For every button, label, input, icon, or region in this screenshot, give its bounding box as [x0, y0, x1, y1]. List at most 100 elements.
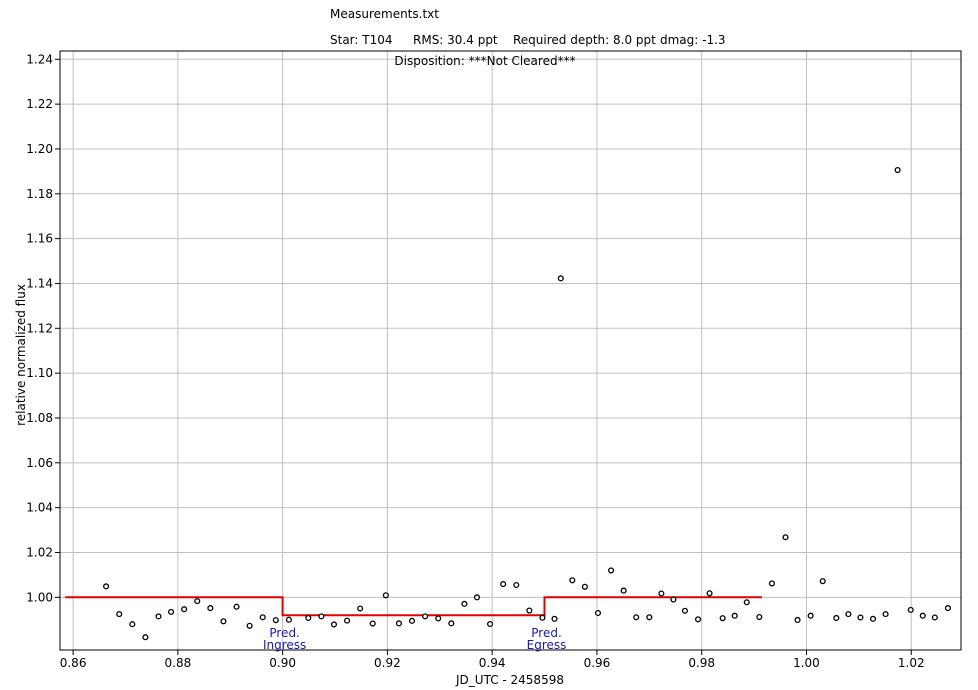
- y-tick-label: 1.22: [26, 97, 53, 111]
- data-point: [318, 613, 325, 620]
- annotation-label: Egress: [527, 638, 567, 652]
- data-point: [305, 614, 312, 621]
- subtitle-star: Star: T104: [330, 33, 393, 47]
- y-tick-label: 1.00: [26, 590, 53, 604]
- data-point: [819, 578, 826, 585]
- y-tick-label: 1.10: [26, 366, 53, 380]
- y-tick-label: 1.08: [26, 411, 53, 425]
- x-tick-label: 1.00: [793, 656, 820, 670]
- data-point: [944, 605, 951, 612]
- data-point: [526, 607, 533, 614]
- data-point: [894, 166, 901, 174]
- y-tick-label: 1.16: [26, 232, 53, 246]
- data-point: [473, 594, 481, 601]
- data-point: [569, 577, 576, 584]
- data-point: [743, 599, 750, 606]
- data-point: [907, 606, 914, 613]
- data-point: [369, 620, 376, 627]
- y-tick-label: 1.06: [26, 456, 53, 470]
- grid: [60, 51, 961, 650]
- x-tick-label: 1.02: [898, 656, 925, 670]
- data-point: [557, 275, 564, 282]
- data-point: [719, 615, 726, 622]
- data-point: [670, 596, 677, 603]
- data-point: [845, 611, 852, 618]
- data-point: [116, 611, 123, 618]
- data-point: [168, 608, 175, 615]
- x-tick-label: 0.96: [584, 656, 611, 670]
- data-point: [594, 609, 602, 617]
- data-point: [422, 613, 429, 620]
- annotation-label: Pred.: [531, 626, 562, 640]
- data-point: [435, 615, 442, 622]
- data-point: [581, 583, 588, 590]
- annotation-label: Pred.: [269, 626, 300, 640]
- data-point: [357, 605, 364, 612]
- data-point: [448, 620, 455, 627]
- data-point: [919, 612, 926, 619]
- data-point: [731, 612, 738, 619]
- model-line: [65, 596, 762, 617]
- data-point: [869, 615, 877, 622]
- data-point: [155, 613, 162, 620]
- data-point: [395, 620, 402, 627]
- x-tick-label: 0.86: [60, 656, 87, 670]
- data-point: [103, 583, 110, 590]
- x-tick-label: 0.98: [688, 656, 715, 670]
- subtitle-dmag: dmag: -1.3: [660, 33, 726, 47]
- data-point: [142, 634, 149, 641]
- data-point: [272, 617, 279, 624]
- y-tick-label: 1.14: [26, 276, 53, 290]
- data-point: [539, 614, 546, 621]
- data-point: [782, 534, 789, 541]
- model-line-path: [65, 596, 762, 617]
- annotation-label: Ingress: [263, 638, 306, 652]
- data-point: [207, 605, 214, 612]
- data-point: [833, 614, 840, 621]
- data-point: [857, 614, 864, 621]
- data-point: [344, 617, 351, 624]
- x-axis: 0.86 0.88 0.90 0.92 0.94 0.96 0.98 1.00 1.02: [60, 650, 925, 670]
- data-point: [408, 617, 416, 624]
- data-point: [658, 590, 665, 597]
- data-point: [706, 590, 713, 597]
- data-point: [330, 621, 338, 628]
- subtitle-required-depth: Required depth: 8.0 ppt: [513, 33, 656, 47]
- data-point: [500, 581, 507, 588]
- data-point: [681, 607, 688, 614]
- y-tick-label: 1.04: [26, 501, 53, 515]
- x-tick-label: 0.90: [269, 656, 296, 670]
- x-axis-label: JD_UTC - 2458598: [455, 673, 564, 687]
- y-axis: 1.00 1.02 1.04 1.06 1.08 1.10 1.12 1.14 1.16 1.18…: [26, 52, 60, 604]
- data-point: [807, 612, 814, 619]
- data-point: [608, 567, 615, 574]
- y-axis-label: relative normalized flux: [14, 284, 28, 426]
- data-point: [633, 614, 640, 621]
- data-point: [794, 616, 801, 624]
- data-points: [103, 166, 951, 641]
- data-point: [461, 600, 468, 607]
- y-tick-label: 1.02: [26, 545, 53, 559]
- data-point: [694, 616, 702, 623]
- data-point: [259, 614, 266, 621]
- data-point: [646, 614, 653, 621]
- data-point: [285, 616, 292, 623]
- data-point: [551, 615, 558, 622]
- x-tick-label: 0.88: [165, 656, 192, 670]
- data-point: [768, 580, 775, 587]
- x-tick-label: 0.92: [374, 656, 401, 670]
- data-point: [181, 606, 188, 613]
- data-point: [233, 603, 240, 610]
- chart-title: Measurements.txt: [330, 7, 439, 21]
- y-tick-label: 1.18: [26, 187, 53, 201]
- disposition-label: Disposition: ***Not Cleared***: [394, 54, 575, 68]
- data-point: [246, 622, 253, 629]
- data-point: [756, 613, 763, 621]
- data-point: [487, 620, 494, 628]
- y-tick-label: 1.24: [26, 52, 53, 66]
- data-point: [620, 587, 627, 594]
- data-point: [194, 598, 201, 605]
- y-tick-label: 1.20: [26, 142, 53, 156]
